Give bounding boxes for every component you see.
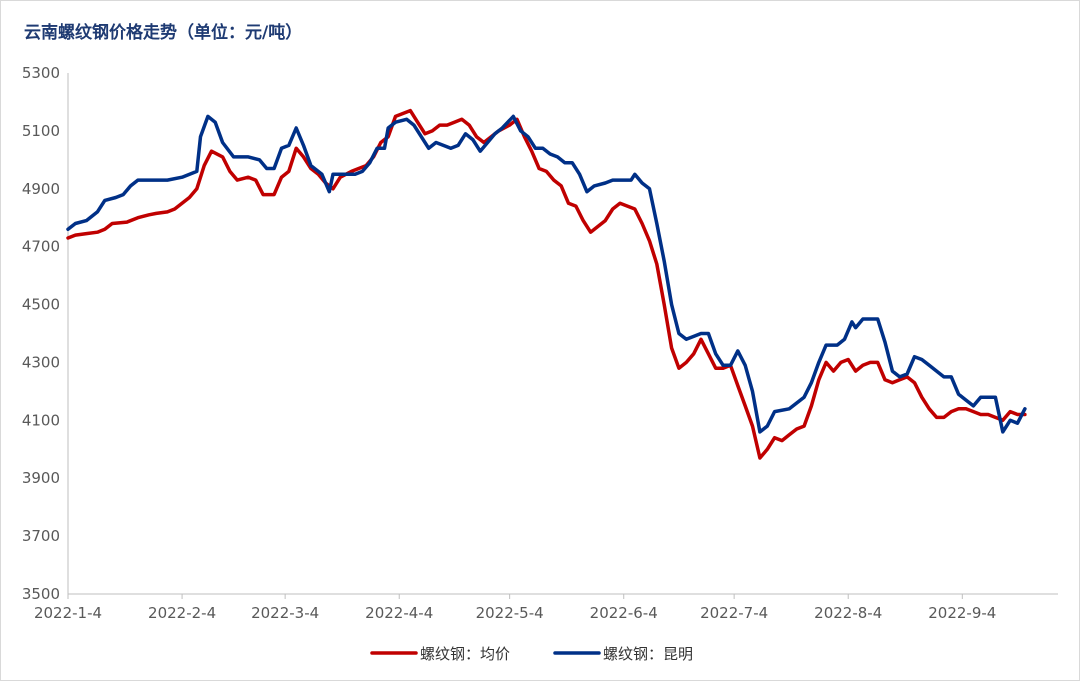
axes: 3500 3700 3900 4100 4300 4500 4700 4900 5100 5300…: [22, 64, 1058, 622]
series-line-2: [66, 114, 1027, 434]
x-tick-label: 2022-8-4: [814, 604, 882, 622]
y-tick-label: 3700: [22, 527, 60, 545]
legend-label-2: 螺纹钢：昆明: [603, 645, 693, 663]
x-tick-label: 2022-5-4: [476, 604, 544, 622]
y-tick-label: 4900: [22, 180, 60, 198]
chart-title: 云南螺纹钢价格走势（单位：元/吨）: [24, 23, 303, 43]
y-tick-label: 5100: [22, 122, 60, 140]
x-tick-label: 2022-7-4: [700, 604, 768, 622]
y-tick-label: 3900: [22, 469, 60, 487]
y-tick-label: 4300: [22, 353, 60, 371]
y-tick-label: 3500: [22, 585, 60, 603]
y-tick-label: 4500: [22, 296, 60, 314]
y-tick-label: 4700: [22, 238, 60, 256]
x-tick-label: 2022-6-4: [590, 604, 658, 622]
y-tick-label: 5300: [22, 64, 60, 82]
series-line-1: [66, 108, 1027, 460]
x-tick-label: 2022-4-4: [365, 604, 433, 622]
x-tick-label: 2022-9-4: [928, 604, 996, 622]
y-tick-label: 4100: [22, 411, 60, 429]
x-tick-label: 2022-3-4: [251, 604, 319, 622]
x-tick-label: 2022-2-4: [148, 604, 216, 622]
series-lines: [66, 108, 1027, 460]
legend: 螺纹钢：均价 螺纹钢：昆明: [370, 645, 693, 663]
legend-label-1: 螺纹钢：均价: [420, 645, 510, 663]
x-tick-label: 2022-1-4: [34, 604, 102, 622]
